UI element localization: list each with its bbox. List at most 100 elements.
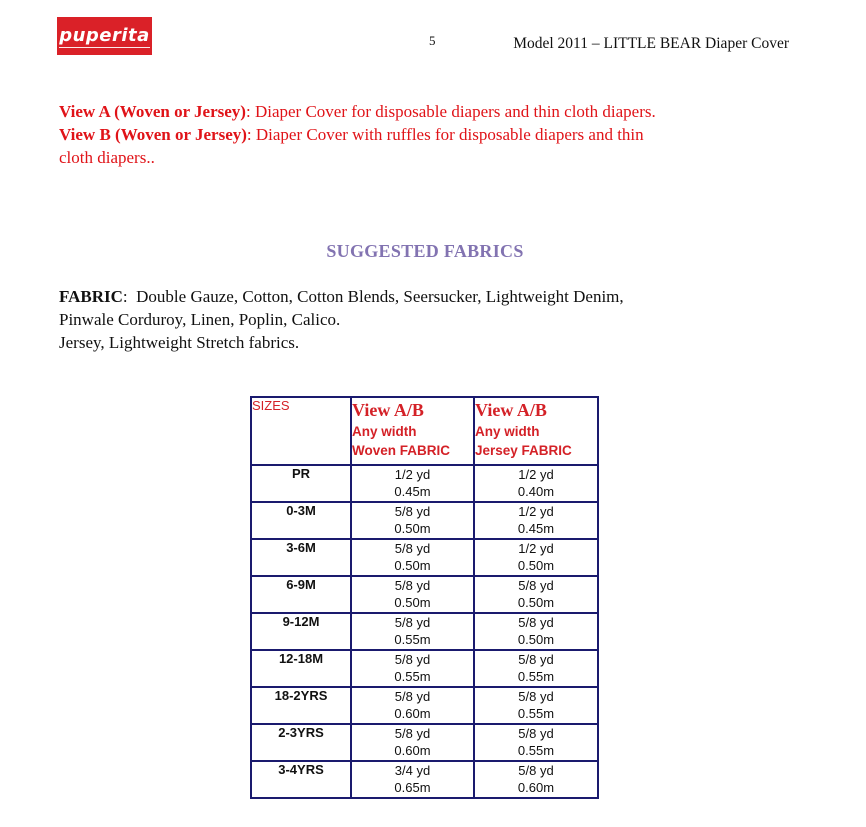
fabric-line-1: FABRIC: Double Gauze, Cotton, Cotton Ble… xyxy=(59,285,799,308)
table-row: 9-12M 5/8 yd 0.55m 5/8 yd 0.50m xyxy=(250,612,599,651)
woven-m-value: 0.60m xyxy=(394,743,431,758)
woven-yd-value: 5/8 yd xyxy=(394,578,431,593)
size-cell: 2-3YRS xyxy=(250,723,352,762)
jersey-m-value: 0.45m xyxy=(517,521,555,536)
woven-yd-value: 5/8 yd xyxy=(394,652,431,667)
size-cell: 18-2YRS xyxy=(250,686,352,725)
table-row: 3-6M 5/8 yd 0.50m 1/2 yd 0.50m xyxy=(250,538,599,577)
woven-header-fabric: Woven FABRIC xyxy=(352,443,451,458)
jersey-yd-value: 1/2 yd xyxy=(518,541,554,556)
jersey-yd-value: 5/8 yd xyxy=(518,578,554,593)
woven-yardage-cell: 5/8 yd 0.55m xyxy=(350,649,475,688)
jersey-m-value: 0.40m xyxy=(517,484,555,499)
woven-yd-value: 5/8 yd xyxy=(394,504,431,519)
jersey-yd-value: 5/8 yd xyxy=(518,652,554,667)
jersey-m-value: 0.55m xyxy=(517,743,555,758)
jersey-yardage-cell: 1/2 yd 0.45m xyxy=(473,501,599,540)
table-row: 6-9M 5/8 yd 0.50m 5/8 yd 0.50m xyxy=(250,575,599,614)
woven-yardage-cell: 1/2 yd 0.45m xyxy=(350,464,475,503)
jersey-yardage-cell: 1/2 yd 0.40m xyxy=(473,464,599,503)
view-b-label: View B (Woven or Jersey) xyxy=(59,125,247,144)
woven-yardage-cell: 5/8 yd 0.60m xyxy=(350,686,475,725)
view-a-line: View A (Woven or Jersey): Diaper Cover f… xyxy=(59,100,779,123)
jersey-yardage-cell: 1/2 yd 0.50m xyxy=(473,538,599,577)
puperita-logo: puperita xyxy=(57,17,152,55)
document-title: Model 2011 – LITTLE BEAR Diaper Cover xyxy=(513,35,789,52)
size-cell: 3-4YRS xyxy=(250,760,352,799)
view-b-line: View B (Woven or Jersey): Diaper Cover w… xyxy=(59,123,779,146)
woven-m-value: 0.50m xyxy=(394,521,431,536)
size-cell: 9-12M xyxy=(250,612,352,651)
woven-yardage-cell: 5/8 yd 0.50m xyxy=(350,501,475,540)
jersey-m-value: 0.50m xyxy=(517,558,555,573)
woven-yardage-cell: 5/8 yd 0.50m xyxy=(350,575,475,614)
puperita-logo-text: puperita xyxy=(59,24,150,48)
yardage-table: SIZES View A/B Any width Woven FABRIC Vi… xyxy=(250,396,599,799)
view-b-text: : Diaper Cover with ruffles for disposab… xyxy=(246,125,644,144)
page-number: 5 xyxy=(429,33,436,48)
jersey-yardage-cell: 5/8 yd 0.55m xyxy=(473,723,599,762)
jersey-header-width: Any width xyxy=(475,424,540,439)
size-cell: 0-3M xyxy=(250,501,352,540)
jersey-yd-value: 1/2 yd xyxy=(518,467,554,482)
table-row: PR 1/2 yd 0.45m 1/2 yd 0.40m xyxy=(250,464,599,503)
table-header-woven: View A/B Any width Woven FABRIC xyxy=(350,396,475,466)
table-row: 0-3M 5/8 yd 0.50m 1/2 yd 0.45m xyxy=(250,501,599,540)
woven-yd-value: 5/8 yd xyxy=(394,689,431,704)
jersey-yd-value: 5/8 yd xyxy=(518,763,554,778)
fabric-line-2: Pinwale Corduroy, Linen, Poplin, Calico. xyxy=(59,310,341,329)
jersey-yd-value: 5/8 yd xyxy=(518,726,554,741)
suggested-fabrics-heading: SUGGESTED FABRICS xyxy=(326,241,524,261)
jersey-yardage-cell: 5/8 yd 0.55m xyxy=(473,649,599,688)
woven-yardage-cell: 3/4 yd 0.65m xyxy=(350,760,475,799)
table-row: 3-4YRS 3/4 yd 0.65m 5/8 yd 0.60m xyxy=(250,760,599,799)
jersey-m-value: 0.50m xyxy=(517,595,555,610)
woven-m-value: 0.55m xyxy=(394,669,431,684)
jersey-m-value: 0.55m xyxy=(517,706,555,721)
woven-yd-value: 1/2 yd xyxy=(394,467,431,482)
table-header-sizes: SIZES xyxy=(250,396,352,466)
jersey-yd-value: 5/8 yd xyxy=(518,615,554,630)
woven-yd-value: 3/4 yd xyxy=(394,763,431,778)
woven-m-value: 0.60m xyxy=(394,706,431,721)
size-cell: PR xyxy=(250,464,352,503)
fabric-line-1-rest: : Double Gauze, Cotton, Cotton Blends, S… xyxy=(122,287,624,306)
table-header-jersey: View A/B Any width Jersey FABRIC xyxy=(473,396,599,466)
jersey-yardage-cell: 5/8 yd 0.60m xyxy=(473,760,599,799)
jersey-yardage-cell: 5/8 yd 0.50m xyxy=(473,575,599,614)
views-description: View A (Woven or Jersey): Diaper Cover f… xyxy=(59,100,779,169)
fabric-list: FABRIC: Double Gauze, Cotton, Cotton Ble… xyxy=(59,285,799,354)
jersey-yardage-cell: 5/8 yd 0.50m xyxy=(473,612,599,651)
woven-yardage-cell: 5/8 yd 0.50m xyxy=(350,538,475,577)
woven-header-width: Any width xyxy=(352,424,417,439)
fabric-line-3: Jersey, Lightweight Stretch fabrics. xyxy=(59,333,300,352)
table-header-row: SIZES View A/B Any width Woven FABRIC Vi… xyxy=(250,396,599,466)
woven-yardage-cell: 5/8 yd 0.55m xyxy=(350,612,475,651)
fabric-label: FABRIC xyxy=(59,287,123,306)
table-row: 18-2YRS 5/8 yd 0.60m 5/8 yd 0.55m xyxy=(250,686,599,725)
woven-yd-value: 5/8 yd xyxy=(394,726,431,741)
jersey-yd-value: 5/8 yd xyxy=(518,689,554,704)
size-cell: 3-6M xyxy=(250,538,352,577)
view-a-label: View A (Woven or Jersey) xyxy=(59,102,246,121)
view-b-text-continued: cloth diapers.. xyxy=(59,148,155,167)
woven-m-value: 0.65m xyxy=(394,780,431,795)
woven-yd-value: 5/8 yd xyxy=(394,615,431,630)
jersey-yardage-cell: 5/8 yd 0.55m xyxy=(473,686,599,725)
woven-yardage-cell: 5/8 yd 0.60m xyxy=(350,723,475,762)
table-row: 2-3YRS 5/8 yd 0.60m 5/8 yd 0.55m xyxy=(250,723,599,762)
woven-yd-value: 5/8 yd xyxy=(394,541,431,556)
woven-m-value: 0.45m xyxy=(394,484,431,499)
woven-m-value: 0.50m xyxy=(394,595,431,610)
fabric-table-body: PR 1/2 yd 0.45m 1/2 yd 0.40m 0-3M 5/8 yd 0.50m 1… xyxy=(250,464,599,799)
size-cell: 6-9M xyxy=(250,575,352,614)
jersey-m-value: 0.50m xyxy=(517,632,555,647)
jersey-yd-value: 1/2 yd xyxy=(518,504,554,519)
jersey-m-value: 0.55m xyxy=(517,669,555,684)
size-cell: 12-18M xyxy=(250,649,352,688)
woven-m-value: 0.55m xyxy=(394,632,431,647)
table-row: 12-18M 5/8 yd 0.55m 5/8 yd 0.55m xyxy=(250,649,599,688)
jersey-header-fabric: Jersey FABRIC xyxy=(475,443,572,458)
jersey-header-title: View A/B xyxy=(475,400,547,420)
